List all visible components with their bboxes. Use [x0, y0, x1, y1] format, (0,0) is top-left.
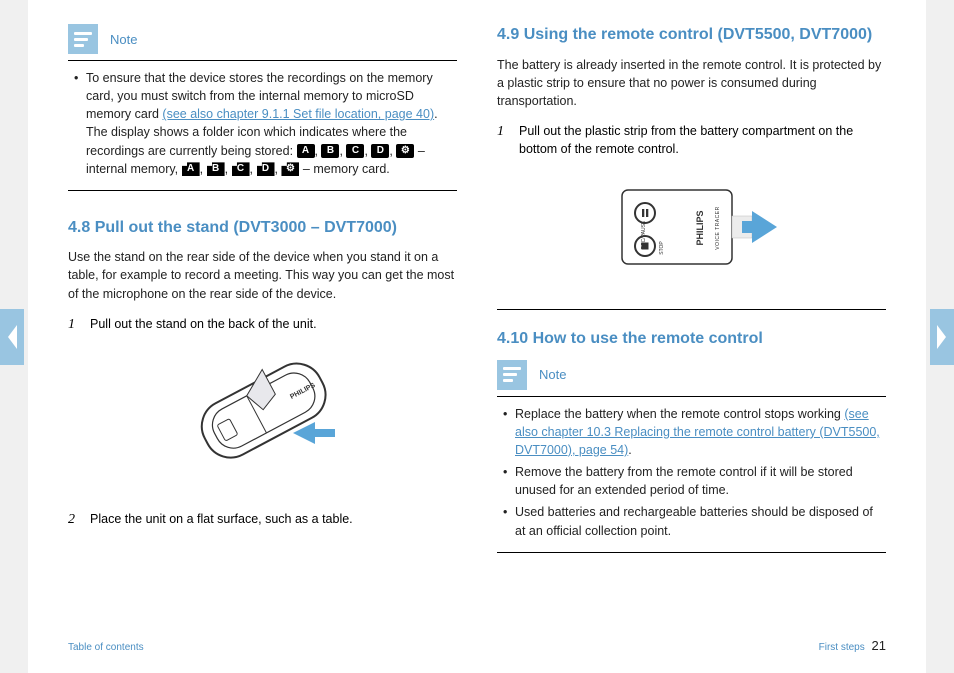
step-row: 1 Pull out the stand on the back of the …	[68, 315, 457, 335]
toc-link[interactable]: Table of contents	[68, 642, 144, 653]
section-title: 4.10 How to use the remote control	[497, 328, 886, 350]
folder-badge: A	[297, 144, 315, 158]
section-title: 4.8 Pull out the stand (DVT3000 – DVT700…	[68, 217, 457, 239]
left-column: Note To ensure that the device stores th…	[68, 24, 457, 628]
remote-control-illustration: REC/PAUSE STOP PHILIPS VOICE TRACER	[497, 178, 886, 283]
chevron-left-icon	[5, 323, 19, 351]
sd-folder-badge: D	[257, 162, 275, 176]
device-stand-illustration: PHILIPS	[68, 355, 457, 490]
chapter-label: First steps	[819, 642, 865, 653]
note-body: To ensure that the device stores the rec…	[68, 60, 457, 191]
folder-badge: ⚙	[396, 144, 414, 158]
note-block: Note Replace the battery when the remote…	[497, 360, 886, 553]
note-item: Used batteries and rechargeable batterie…	[503, 503, 882, 539]
note-body: Replace the battery when the remote cont…	[497, 396, 886, 553]
note-item: To ensure that the device stores the rec…	[74, 69, 453, 178]
note-icon	[68, 24, 98, 54]
note-label: Note	[539, 367, 566, 382]
folder-badge: B	[321, 144, 339, 158]
step-text: Pull out the stand on the back of the un…	[90, 315, 317, 335]
xref-link[interactable]: (see also chapter 9.1.1 Set file locatio…	[162, 107, 434, 121]
note-item: Replace the battery when the remote cont…	[503, 405, 882, 459]
note-block: Note To ensure that the device stores th…	[68, 24, 457, 191]
note-text: .	[628, 443, 631, 457]
right-column: 4.9 Using the remote control (DVT5500, D…	[497, 24, 886, 628]
step-row: 2 Place the unit on a flat surface, such…	[68, 510, 457, 530]
svg-text:VOICE TRACER: VOICE TRACER	[715, 207, 721, 250]
svg-text:PHILIPS: PHILIPS	[695, 211, 705, 246]
note-item: Remove the battery from the remote contr…	[503, 463, 882, 499]
sd-folder-badge: A	[182, 162, 200, 176]
page: Note To ensure that the device stores th…	[28, 0, 926, 673]
chevron-right-icon	[935, 323, 949, 351]
note-label: Note	[110, 32, 137, 47]
note-text: – memory card.	[299, 162, 389, 176]
step-text: Place the unit on a flat surface, such a…	[90, 510, 353, 530]
sd-folder-badge: ⚙	[281, 162, 299, 176]
section-title: 4.9 Using the remote control (DVT5500, D…	[497, 24, 886, 46]
svg-text:STOP: STOP	[659, 241, 665, 255]
note-icon	[497, 360, 527, 390]
page-number: 21	[872, 638, 886, 653]
folder-badge: C	[346, 144, 364, 158]
body-text: Use the stand on the rear side of the de…	[68, 248, 457, 302]
note-text: Replace the battery when the remote cont…	[515, 407, 844, 421]
sd-folder-badge: B	[207, 162, 225, 176]
page-footer: Table of contents First steps 21	[68, 628, 886, 653]
sd-folder-badge: C	[232, 162, 250, 176]
step-text: Pull out the plastic strip from the batt…	[519, 122, 886, 158]
step-number: 1	[68, 315, 80, 335]
step-number: 2	[68, 510, 80, 530]
folder-badge: D	[371, 144, 389, 158]
next-page-button[interactable]	[930, 309, 954, 365]
body-text: The battery is already inserted in the r…	[497, 56, 886, 110]
step-number: 1	[497, 122, 509, 158]
step-row: 1 Pull out the plastic strip from the ba…	[497, 122, 886, 158]
divider	[497, 309, 886, 310]
prev-page-button[interactable]	[0, 309, 24, 365]
